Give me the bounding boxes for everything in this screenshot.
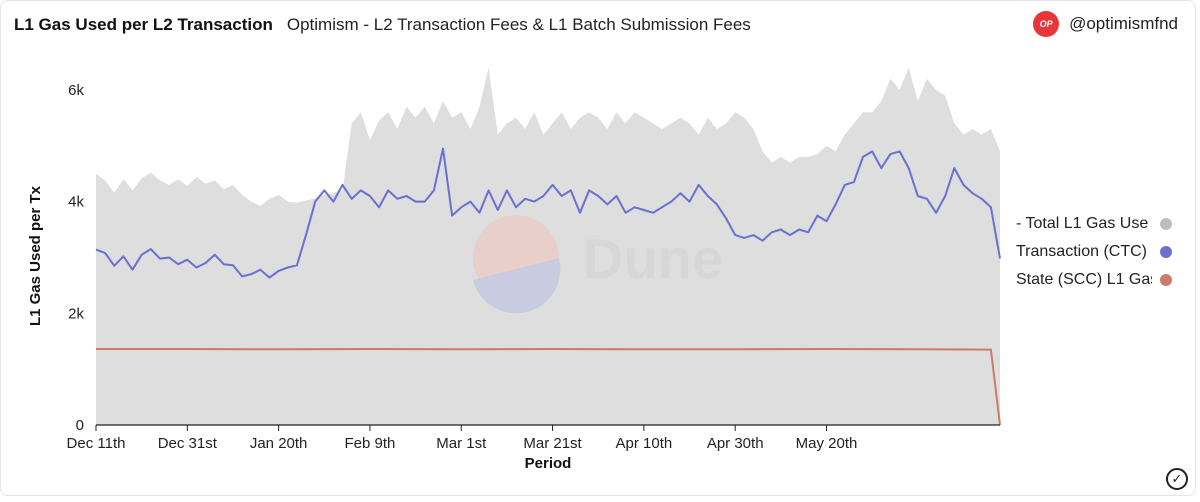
y-tick-label: 6k — [68, 82, 84, 99]
y-axis-title: L1 Gas Used per Tx — [27, 185, 44, 326]
legend-dot-icon — [1160, 218, 1172, 230]
chart-header: L1 Gas Used per L2 Transaction Optimism … — [14, 10, 751, 40]
check-circle-icon[interactable]: ✓ — [1166, 468, 1188, 490]
x-tick-label: Feb 9th — [345, 435, 396, 452]
legend-dot-icon — [1160, 274, 1172, 286]
chart-subtitle: Optimism - L2 Transaction Fees & L1 Batc… — [286, 15, 751, 34]
watermark-circle-bottom — [473, 258, 561, 314]
x-axis-title: Period — [525, 455, 572, 472]
x-tick-label: Mar 1st — [436, 435, 487, 452]
axis-layer: 0 2k 4k 6k Dec 11th Dec 31st Jan 20th Feb 9th Ma… — [67, 82, 1000, 452]
series-line-state-scc-l1-gas — [96, 348, 1001, 426]
legend-label: State (SCC) L1 Gas — [1016, 271, 1152, 288]
y-tick-label: 0 — [76, 417, 84, 434]
optimism-logo-icon: OP — [1033, 11, 1060, 37]
legend-item-total[interactable]: - Total L1 Gas Use — [1016, 210, 1176, 238]
series-line-transaction-ctc — [95, 147, 1001, 279]
x-tick-label: May 20th — [796, 435, 858, 452]
x-tick-label: Apr 30th — [707, 435, 764, 452]
x-tick-label: Apr 10th — [616, 435, 673, 452]
brand-link[interactable]: OP @optimismfnd — [1033, 11, 1178, 37]
y-tick-label: 4k — [68, 194, 84, 211]
legend-item-transaction[interactable]: Transaction (CTC) — [1016, 238, 1176, 266]
watermark-text: Dune — [583, 227, 723, 290]
brand-handle[interactable]: @optimismfnd — [1069, 14, 1178, 33]
x-tick-label: Dec 11th — [67, 435, 126, 452]
legend-label: Transaction (CTC) — [1016, 243, 1147, 260]
legend-dot-icon — [1160, 246, 1172, 258]
line-layer — [95, 147, 1001, 426]
y-tick-label: 2k — [68, 305, 84, 322]
legend-label: - Total L1 Gas Use — [1016, 215, 1149, 232]
dune-watermark: Dune — [473, 215, 723, 314]
x-tick-label: Mar 21st — [523, 435, 582, 452]
x-tick-label: Jan 20th — [250, 435, 308, 452]
legend-item-state[interactable]: State (SCC) L1 Gas — [1016, 266, 1176, 294]
chart-title: L1 Gas Used per L2 Transaction — [14, 15, 273, 34]
x-tick-label: Dec 31st — [158, 435, 218, 452]
chart-legend: - Total L1 Gas Use Transaction (CTC) Sta… — [1016, 210, 1176, 294]
